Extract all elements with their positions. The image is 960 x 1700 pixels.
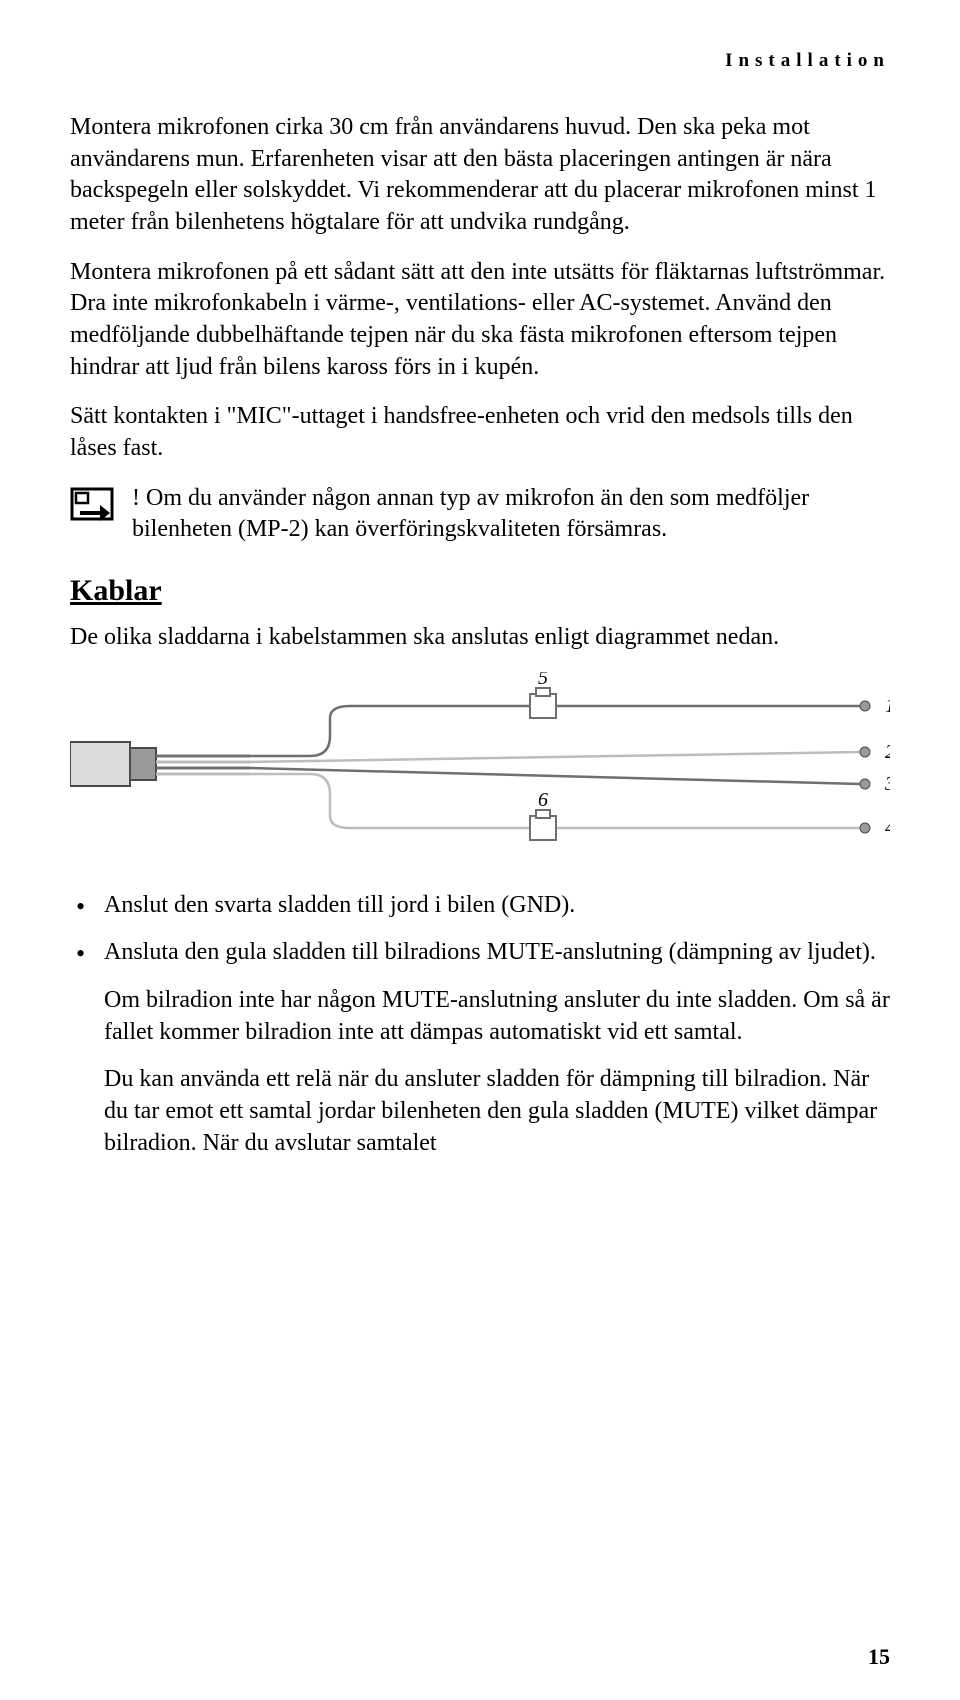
diagram-label-2: 2 (885, 741, 890, 763)
page-number: 15 (868, 1644, 890, 1670)
diagram-label-5: 5 (538, 672, 548, 689)
diagram-label-1: 1 (885, 695, 890, 717)
diagram-label-6: 6 (538, 789, 548, 811)
cable-diagram: 1 2 3 4 5 6 (70, 672, 890, 862)
note-block: ! Om du använder någon annan typ av mikr… (70, 483, 890, 546)
section-heading-kablar: Kablar (70, 574, 890, 608)
note-text: ! Om du använder någon annan typ av mikr… (132, 483, 890, 546)
paragraph-1: Montera mikrofonen cirka 30 cm från anvä… (70, 112, 890, 239)
sub-paragraph-1: Om bilradion inte har någon MUTE-anslutn… (70, 985, 890, 1048)
section-intro: De olika sladdarna i kabelstammen ska an… (70, 622, 890, 654)
note-icon (70, 487, 114, 532)
bullet-list: Anslut den svarta sladden till jord i bi… (70, 890, 890, 969)
diagram-label-3: 3 (884, 773, 890, 795)
bullet-item-1: Anslut den svarta sladden till jord i bi… (70, 890, 890, 922)
bullet-item-2: Ansluta den gula sladden till bilradions… (70, 937, 890, 969)
sub-paragraph-2: Du kan använda ett relä när du ansluter … (70, 1064, 890, 1159)
diagram-label-4: 4 (885, 817, 890, 839)
paragraph-2: Montera mikrofonen på ett sådant sätt at… (70, 257, 890, 384)
paragraph-3: Sätt kontakten i "MIC"-uttaget i handsfr… (70, 401, 890, 464)
header-label: Installation (70, 50, 890, 72)
